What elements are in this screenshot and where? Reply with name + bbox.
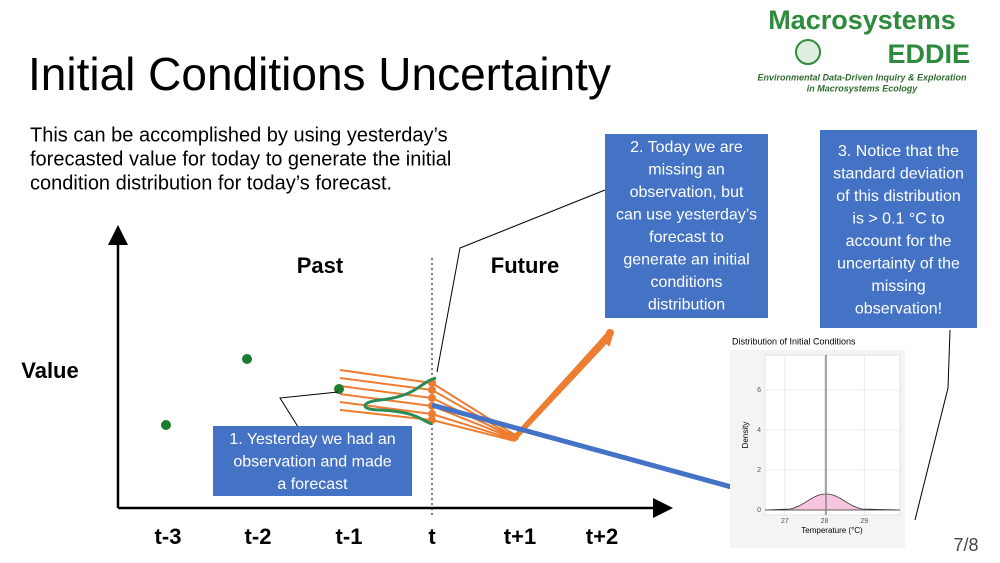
callout-text: missing an bbox=[648, 162, 724, 179]
inset-x-label: Temperature (°C) bbox=[801, 526, 863, 535]
forecast-ensemble bbox=[339, 329, 610, 442]
x-tick-label: 29 bbox=[860, 518, 868, 525]
callout-text: observation and made bbox=[233, 454, 391, 471]
region-label: Past bbox=[297, 253, 344, 278]
x-tick-label: 27 bbox=[781, 518, 789, 525]
callout-text: forecast to bbox=[649, 229, 724, 246]
y-tick-label: 2 bbox=[757, 467, 761, 474]
x-label: t bbox=[428, 524, 436, 549]
x-label: t-1 bbox=[336, 524, 363, 549]
y-axis-label: Value bbox=[21, 358, 78, 383]
body-text: condition distribution for today’s forec… bbox=[30, 172, 392, 194]
callout-text: is > 0.1 °C to bbox=[852, 211, 944, 228]
callout-text: generate an initial bbox=[623, 252, 749, 269]
connector bbox=[914, 329, 951, 521]
observations bbox=[161, 354, 344, 430]
slide-title: Initial Conditions Uncertainty bbox=[28, 48, 611, 100]
callout-text: missing bbox=[871, 278, 925, 295]
callout-box bbox=[213, 426, 412, 496]
x-label: t-2 bbox=[245, 524, 272, 549]
logo-globe bbox=[795, 39, 821, 65]
connector bbox=[279, 391, 339, 431]
callout-text: observation, but bbox=[630, 184, 744, 201]
x-label: t+2 bbox=[586, 524, 618, 549]
callout-box bbox=[820, 130, 977, 328]
callout-text: 3. Notice that the bbox=[838, 143, 959, 160]
page-number: 7/8 bbox=[953, 535, 978, 555]
inset-title: Distribution of Initial Conditions bbox=[732, 336, 856, 346]
region-label: Future bbox=[491, 253, 559, 278]
inset-y-label: Density bbox=[741, 422, 750, 449]
logo-subtitle: EDDIE bbox=[887, 39, 970, 69]
logo-tagline: Environmental Data-Driven Inquiry & Expl… bbox=[757, 72, 967, 82]
callout-text: of this distribution bbox=[836, 188, 961, 205]
callout-text: conditions bbox=[650, 274, 722, 291]
callout-text: 1. Yesterday we had an bbox=[229, 431, 395, 448]
connector bbox=[436, 189, 606, 373]
y-tick-label: 6 bbox=[757, 387, 761, 394]
logo-tagline: in Macrosystems Ecology bbox=[807, 83, 919, 93]
callout-text: standard deviation bbox=[833, 166, 964, 183]
callout-text: a forecast bbox=[277, 476, 348, 493]
callout-text: 2. Today we are bbox=[630, 139, 743, 156]
y-tick-label: 0 bbox=[757, 507, 761, 514]
callout-text: can use yesterday’s bbox=[616, 207, 757, 224]
y-tick-label: 4 bbox=[757, 427, 761, 434]
x-label: t+1 bbox=[504, 524, 536, 549]
callout-text: uncertainty of the bbox=[837, 256, 960, 273]
body-text: This can be accomplished by using yester… bbox=[30, 124, 448, 146]
inset-panel bbox=[764, 354, 901, 516]
ensemble-points bbox=[428, 329, 614, 441]
logo-title: Macrosystems bbox=[768, 5, 956, 35]
callout-box bbox=[605, 134, 768, 318]
ic-distribution bbox=[363, 376, 437, 426]
callout-text: account for the bbox=[846, 233, 952, 250]
callout-text: observation! bbox=[855, 301, 942, 318]
x-tick-label: 28 bbox=[821, 518, 829, 525]
callout-text: distribution bbox=[648, 297, 725, 314]
x-label: t-3 bbox=[155, 524, 182, 549]
body-text: forecasted value for today to generate t… bbox=[30, 148, 451, 170]
